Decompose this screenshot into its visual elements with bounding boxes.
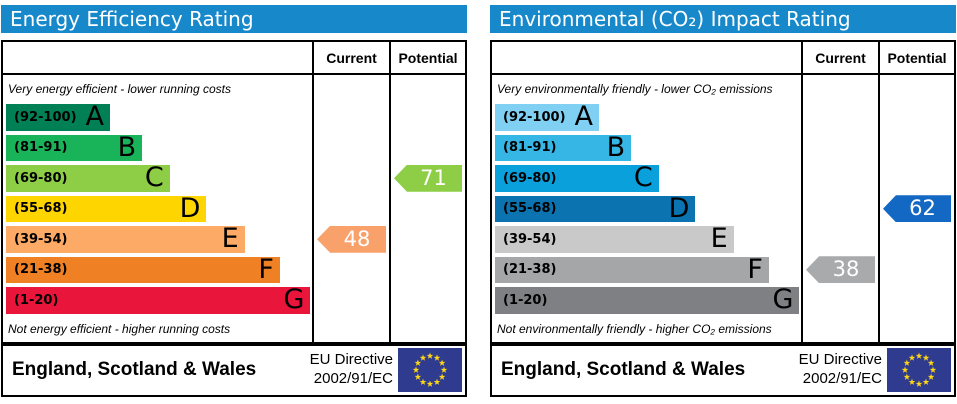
band-letter: F	[258, 253, 274, 285]
current-column: 38	[801, 75, 878, 342]
panel-title-bar: Environmental (CO₂) Impact Rating	[490, 5, 956, 33]
eu-directive-line1: EU Directive	[798, 351, 882, 369]
current-column-header: Current	[801, 42, 878, 75]
rating-table: Current Potential Very environmentally f…	[490, 40, 956, 344]
current-rating-arrow: 38	[806, 256, 875, 284]
band-row: (1-20) G	[492, 285, 801, 316]
band-list: (92-100) A (81-91) B (69-80) C (55-68) D…	[492, 102, 801, 316]
band-range: (1-20)	[14, 292, 59, 308]
energy-efficiency-panel: Energy Efficiency Rating Current Potenti…	[1, 5, 467, 397]
band-letter: D	[668, 192, 690, 224]
band-range: (81-91)	[503, 140, 557, 156]
band-letter: A	[85, 101, 105, 133]
band-letter: B	[117, 131, 137, 163]
band-row: (81-91) B	[3, 133, 312, 164]
panel-title-bar: Energy Efficiency Rating	[1, 5, 467, 33]
band-row: (69-80) C	[3, 163, 312, 194]
band-range: (55-68)	[14, 201, 68, 217]
band-letter: F	[747, 253, 763, 285]
band-row: (92-100) A	[492, 102, 801, 133]
band-range: (92-100)	[14, 109, 77, 125]
band-range: (21-38)	[503, 262, 557, 278]
band-row: (1-20) G	[3, 285, 312, 316]
potential-column-header: Potential	[389, 42, 465, 75]
eu-flag-icon	[398, 348, 462, 392]
rating-table: Current Potential Very energy efficient …	[1, 40, 467, 344]
eu-directive-line2: 2002/91/EC	[802, 370, 882, 387]
potential-column: 71	[389, 75, 465, 342]
region-label: England, Scotland & Wales	[501, 359, 746, 380]
panel-title: Environmental (CO₂) Impact Rating	[499, 7, 851, 31]
band-bar: (92-100) A	[6, 101, 111, 133]
band-bar: (21-38) F	[495, 253, 769, 285]
band-row: (81-91) B	[492, 133, 801, 164]
eu-directive-line1: EU Directive	[309, 351, 393, 369]
panel-footer: England, Scotland & Wales EU Directive 2…	[490, 343, 956, 397]
band-bar: (69-80) C	[6, 162, 170, 194]
potential-column-header: Potential	[878, 42, 954, 75]
band-row: (55-68) D	[492, 194, 801, 225]
band-bar: (81-91) B	[6, 131, 143, 163]
corner-cell	[3, 42, 312, 75]
band-range: (92-100)	[503, 109, 566, 125]
band-range: (1-20)	[503, 292, 548, 308]
band-bar: (39-54) E	[6, 223, 245, 255]
potential-column: 62	[878, 75, 954, 342]
eu-directive-label: EU Directive 2002/91/EC	[310, 351, 393, 389]
current-column: 48	[312, 75, 389, 342]
band-range: (21-38)	[14, 262, 68, 278]
band-bar: (81-91) B	[495, 131, 632, 163]
band-letter: E	[710, 223, 728, 255]
band-bar: (21-38) F	[6, 253, 280, 285]
band-row: (92-100) A	[3, 102, 312, 133]
corner-cell	[492, 42, 801, 75]
bottom-caption: Not energy efficient - higher running co…	[8, 321, 231, 336]
band-bar: (39-54) E	[495, 223, 734, 255]
band-bar: (1-20) G	[495, 284, 800, 316]
band-row: (21-38) F	[492, 255, 801, 286]
current-rating-arrow: 48	[317, 225, 386, 253]
band-row: (55-68) D	[3, 194, 312, 225]
band-letter: C	[633, 162, 653, 194]
bands-column: Very environmentally friendly - lower CO…	[492, 75, 801, 342]
band-bar: (69-80) C	[495, 162, 659, 194]
eu-directive-label: EU Directive 2002/91/EC	[799, 351, 882, 389]
band-bar: (1-20) G	[6, 284, 311, 316]
eu-directive-line2: 2002/91/EC	[313, 370, 393, 387]
band-letter: G	[283, 284, 305, 316]
panel-footer: England, Scotland & Wales EU Directive 2…	[1, 343, 467, 397]
band-range: (69-80)	[14, 170, 68, 186]
band-range: (39-54)	[503, 231, 557, 247]
band-row: (39-54) E	[492, 224, 801, 255]
bands-column: Very energy efficient - lower running co…	[3, 75, 312, 342]
band-range: (81-91)	[14, 140, 68, 156]
band-letter: B	[606, 131, 626, 163]
band-range: (69-80)	[503, 170, 557, 186]
band-row: (39-54) E	[3, 224, 312, 255]
region-label: England, Scotland & Wales	[12, 359, 257, 380]
band-bar: (55-68) D	[495, 192, 696, 224]
band-bar: (92-100) A	[495, 101, 600, 133]
band-letter: E	[221, 223, 239, 255]
eu-flag-icon	[887, 348, 951, 392]
band-letter: A	[574, 101, 594, 133]
band-range: (39-54)	[14, 231, 68, 247]
band-bar: (55-68) D	[6, 192, 207, 224]
potential-rating-arrow: 71	[394, 164, 462, 192]
environmental-impact-panel: Environmental (CO₂) Impact Rating Curren…	[490, 5, 956, 397]
potential-rating-arrow: 62	[883, 195, 951, 223]
band-range: (55-68)	[503, 201, 557, 217]
band-letter: G	[772, 284, 794, 316]
band-row: (69-80) C	[492, 163, 801, 194]
band-list: (92-100) A (81-91) B (69-80) C (55-68) D…	[3, 102, 312, 316]
current-column-header: Current	[312, 42, 389, 75]
band-row: (21-38) F	[3, 255, 312, 286]
panel-title: Energy Efficiency Rating	[10, 7, 254, 31]
band-letter: D	[179, 192, 201, 224]
bottom-caption: Not environmentally friendly - higher CO…	[497, 321, 772, 336]
top-caption: Very energy efficient - lower running co…	[8, 81, 231, 96]
band-letter: C	[144, 162, 164, 194]
top-caption: Very environmentally friendly - lower CO…	[497, 81, 773, 96]
